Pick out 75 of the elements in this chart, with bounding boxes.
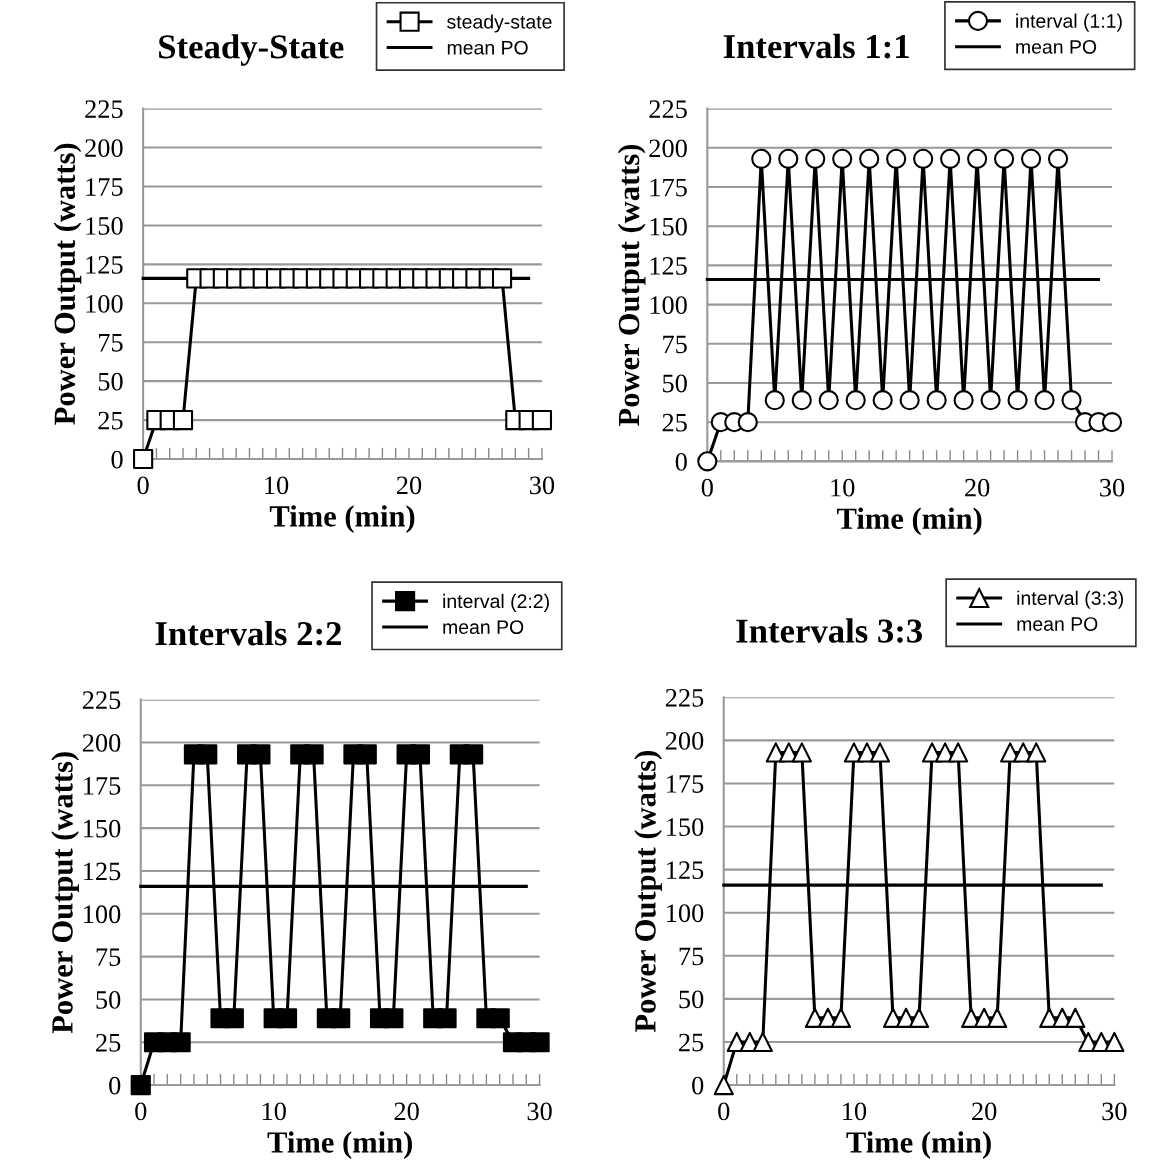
x-tick-label: 30 bbox=[1102, 1102, 1127, 1121]
y-tick-label: 225 bbox=[665, 688, 704, 707]
x-tick-label: 20 bbox=[396, 476, 422, 495]
y-tick-label: 100 bbox=[650, 296, 687, 314]
y-tick-label: 50 bbox=[679, 990, 704, 1009]
x-tick-label: 30 bbox=[1100, 478, 1125, 497]
y-tick-label: 175 bbox=[84, 777, 121, 795]
y-tick-label: 150 bbox=[667, 818, 704, 836]
y-tick-label: 200 bbox=[82, 734, 121, 752]
chart-title: Steady-State bbox=[159, 34, 344, 66]
y-tick-label: 0 bbox=[692, 1076, 704, 1095]
x-tick-label: 20 bbox=[394, 1102, 419, 1121]
y-tick-label: 75 bbox=[679, 947, 704, 966]
x-axis-title: Time (min) bbox=[846, 1131, 991, 1159]
y-tick-label: 125 bbox=[650, 257, 687, 275]
y-tick-label: 225 bbox=[82, 691, 121, 710]
y-tick-label: 25 bbox=[98, 411, 123, 430]
legend-label: mean PO bbox=[1016, 40, 1097, 54]
legend-label: steady-state bbox=[447, 14, 552, 33]
y-tick-label: 125 bbox=[667, 861, 704, 880]
legend-label: mean PO bbox=[447, 40, 528, 55]
y-tick-label: 50 bbox=[98, 372, 123, 391]
x-tick-label: 30 bbox=[529, 476, 555, 495]
legend-label: interval (1:1) bbox=[1016, 13, 1122, 32]
y-tick-label: 150 bbox=[86, 217, 123, 235]
y-tick-label: 25 bbox=[662, 413, 687, 432]
y-tick-label: 200 bbox=[665, 731, 704, 750]
y-tick-label: 100 bbox=[86, 294, 123, 313]
y-tick-label: 225 bbox=[85, 100, 123, 119]
y-axis-title: Power Output (watts) bbox=[634, 751, 662, 1033]
x-tick-label: 30 bbox=[527, 1102, 552, 1121]
legend-label: mean PO bbox=[1017, 617, 1098, 631]
chart-title: Intervals 3:3 bbox=[736, 618, 923, 643]
legend-label: interval (3:3) bbox=[1017, 590, 1124, 609]
y-tick-label: 150 bbox=[650, 217, 687, 236]
x-tick-label: 0 bbox=[718, 1102, 730, 1121]
y-tick-label: 50 bbox=[663, 374, 687, 393]
y-tick-label: 125 bbox=[86, 256, 123, 274]
x-tick-label: 10 bbox=[262, 1102, 286, 1121]
y-tick-label: 75 bbox=[99, 334, 123, 352]
y-tick-label: 175 bbox=[86, 178, 123, 196]
y-tick-label: 225 bbox=[649, 100, 687, 119]
y-tick-label: 0 bbox=[109, 1076, 121, 1095]
x-axis-title: Time (min) bbox=[269, 505, 415, 533]
y-tick-label: 0 bbox=[675, 452, 687, 471]
y-tick-label: 0 bbox=[111, 450, 123, 469]
x-tick-label: 10 bbox=[265, 476, 289, 495]
y-axis-title: Power Output (watts) bbox=[53, 143, 82, 425]
y-tick-label: 100 bbox=[667, 904, 704, 923]
y-tick-label: 50 bbox=[96, 991, 121, 1009]
x-tick-label: 20 bbox=[972, 1102, 997, 1121]
y-tick-label: 25 bbox=[96, 1033, 121, 1052]
y-tick-label: 100 bbox=[84, 905, 121, 924]
legend-label: mean PO bbox=[443, 620, 524, 635]
y-tick-label: 25 bbox=[679, 1033, 704, 1052]
x-tick-label: 0 bbox=[135, 1102, 147, 1121]
y-tick-label: 150 bbox=[84, 819, 121, 838]
chart-title: Intervals 2:2 bbox=[155, 620, 341, 646]
x-tick-label: 20 bbox=[965, 478, 990, 497]
chart-title: Intervals 1:1 bbox=[723, 33, 909, 59]
legend-label: interval (2:2) bbox=[443, 593, 549, 612]
x-axis-title: Time (min) bbox=[267, 1131, 412, 1159]
y-tick-label: 175 bbox=[650, 178, 687, 197]
x-tick-label: 10 bbox=[831, 478, 855, 497]
y-tick-label: 200 bbox=[85, 139, 123, 157]
x-tick-label: 0 bbox=[137, 476, 149, 495]
y-axis-title: Power Output (watts) bbox=[617, 144, 646, 426]
y-tick-label: 200 bbox=[649, 139, 687, 158]
y-tick-label: 75 bbox=[96, 948, 121, 967]
y-axis-title: Power Output (watts) bbox=[51, 752, 79, 1034]
y-tick-label: 175 bbox=[667, 775, 704, 793]
y-tick-label: 75 bbox=[663, 335, 687, 354]
x-axis-title: Time (min) bbox=[837, 507, 982, 536]
x-tick-label: 10 bbox=[843, 1102, 867, 1121]
y-tick-label: 125 bbox=[84, 862, 121, 881]
